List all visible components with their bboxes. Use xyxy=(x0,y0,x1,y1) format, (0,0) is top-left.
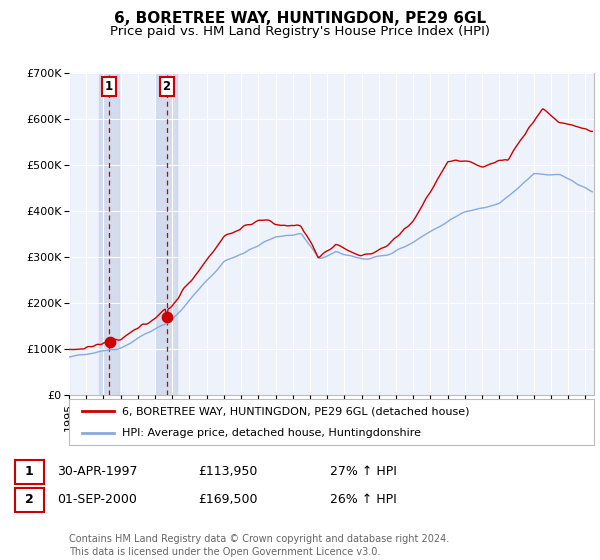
Text: 27% ↑ HPI: 27% ↑ HPI xyxy=(330,465,397,478)
Text: £169,500: £169,500 xyxy=(198,493,257,506)
Text: 6, BORETREE WAY, HUNTINGDON, PE29 6GL (detached house): 6, BORETREE WAY, HUNTINGDON, PE29 6GL (d… xyxy=(121,406,469,416)
Bar xyxy=(99,73,119,395)
Text: HPI: Average price, detached house, Huntingdonshire: HPI: Average price, detached house, Hunt… xyxy=(121,428,421,438)
Point xyxy=(162,312,172,321)
Text: £113,950: £113,950 xyxy=(198,465,257,478)
Text: Price paid vs. HM Land Registry's House Price Index (HPI): Price paid vs. HM Land Registry's House … xyxy=(110,25,490,38)
Text: 1: 1 xyxy=(25,465,34,478)
Text: 01-SEP-2000: 01-SEP-2000 xyxy=(57,493,137,506)
Text: 2: 2 xyxy=(25,493,34,506)
Bar xyxy=(156,73,177,395)
Point xyxy=(105,338,115,347)
Text: 2: 2 xyxy=(163,80,170,93)
Text: 30-APR-1997: 30-APR-1997 xyxy=(57,465,137,478)
Text: 6, BORETREE WAY, HUNTINGDON, PE29 6GL: 6, BORETREE WAY, HUNTINGDON, PE29 6GL xyxy=(114,11,486,26)
Text: 1: 1 xyxy=(105,80,113,93)
Text: Contains HM Land Registry data © Crown copyright and database right 2024.
This d: Contains HM Land Registry data © Crown c… xyxy=(69,534,449,557)
Text: 26% ↑ HPI: 26% ↑ HPI xyxy=(330,493,397,506)
